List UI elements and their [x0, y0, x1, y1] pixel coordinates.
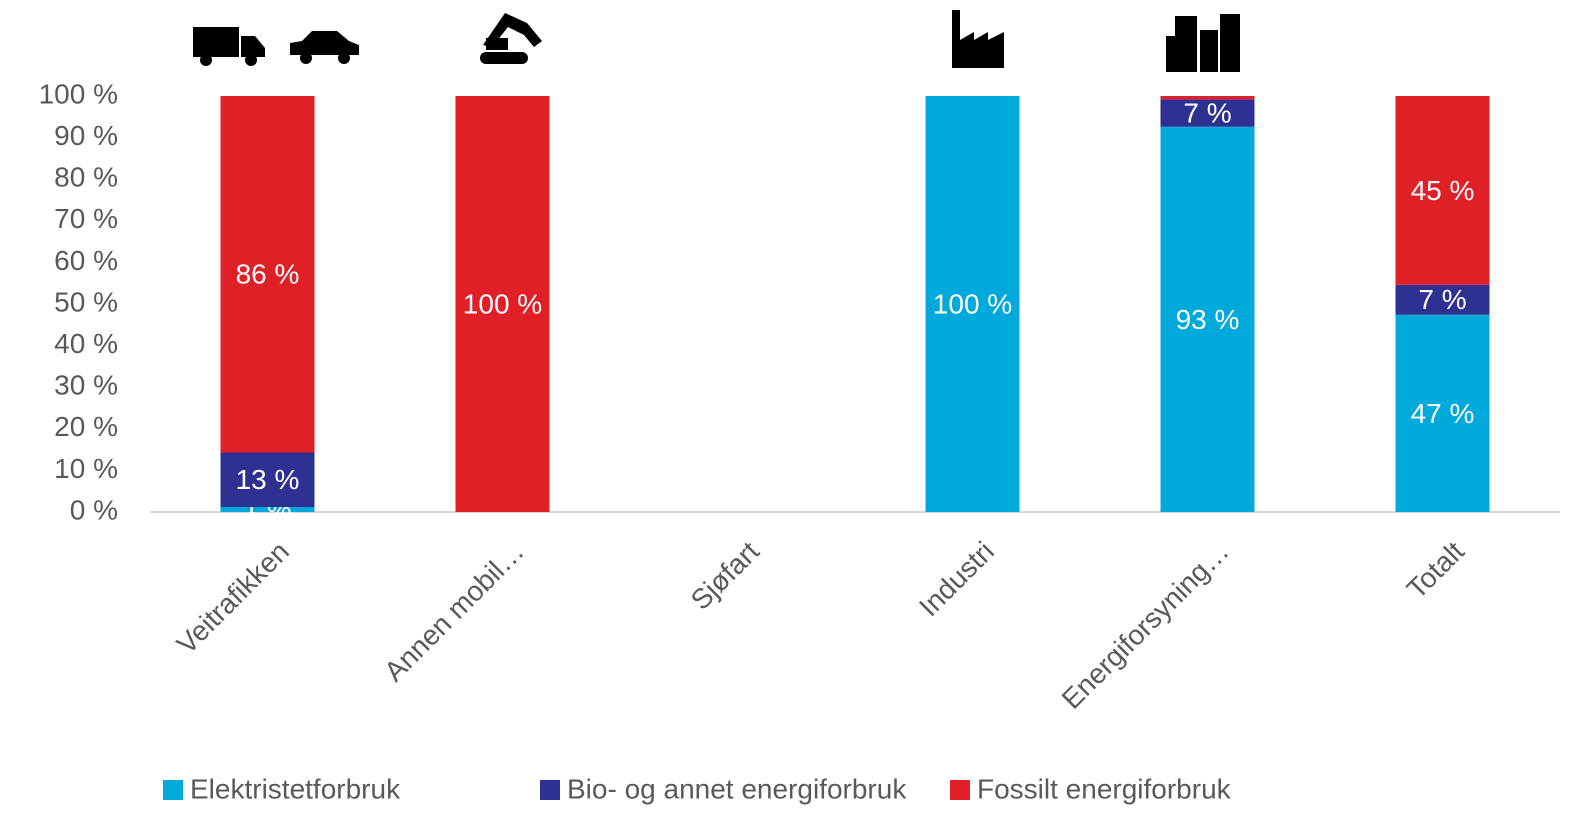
data-label: 100 %	[463, 288, 542, 319]
data-label: 7 %	[1183, 97, 1231, 128]
x-tick-label: Annen mobil…	[378, 536, 530, 688]
y-tick-label: 70 %	[54, 203, 118, 234]
legend-swatch	[540, 780, 560, 800]
bar-segment	[1395, 96, 1490, 285]
y-tick-label: 30 %	[54, 370, 118, 401]
y-tick-label: 100 %	[39, 78, 118, 109]
bar-segment	[1160, 96, 1255, 100]
y-tick-label: 50 %	[54, 286, 118, 317]
y-tick-label: 80 %	[54, 162, 118, 193]
data-label: 86 %	[236, 259, 300, 290]
x-tick-label: Energiforsyning…	[1056, 536, 1235, 715]
icons	[193, 10, 1240, 72]
y-tick-label: 60 %	[54, 245, 118, 276]
legend-swatch	[163, 780, 183, 800]
y-tick-label: 0 %	[70, 494, 118, 525]
factory-icon	[952, 10, 1004, 68]
data-label: 13 %	[236, 464, 300, 495]
data-label: 100 %	[933, 288, 1012, 319]
data-label: 93 %	[1176, 304, 1240, 335]
legend-label: Bio- og annet energiforbruk	[567, 773, 907, 804]
data-label: 45 %	[1411, 175, 1475, 206]
buildings-icon	[1166, 14, 1240, 72]
data-label: 47 %	[1411, 398, 1475, 429]
bar-segment	[220, 96, 315, 453]
bar-segment	[1160, 126, 1255, 512]
legend-swatch	[950, 780, 970, 800]
data-label: 7 %	[1418, 284, 1466, 315]
legend-label: Elektristetforbruk	[190, 773, 401, 804]
x-tick-label: Sjøfart	[685, 535, 765, 615]
bar-segment	[1395, 284, 1490, 315]
truck-icon	[193, 27, 265, 66]
excavator-icon	[480, 13, 542, 64]
legend-label: Fossilt energiforbruk	[977, 773, 1232, 804]
x-tick-label: Industri	[913, 536, 1000, 623]
y-tick-label: 40 %	[54, 328, 118, 359]
bar-segment	[455, 96, 550, 512]
bar-segment	[220, 452, 315, 508]
y-tick-label: 20 %	[54, 411, 118, 442]
car-icon	[290, 31, 359, 64]
x-tick-label: Totalt	[1401, 535, 1470, 604]
bar-segment	[1395, 314, 1490, 512]
bar-segment	[1160, 99, 1255, 127]
y-tick-label: 10 %	[54, 453, 118, 484]
y-tick-label: 90 %	[54, 120, 118, 151]
bar-segment	[220, 507, 315, 512]
x-tick-label: Veitrafikken	[171, 536, 295, 660]
bar-segment	[925, 96, 1020, 512]
